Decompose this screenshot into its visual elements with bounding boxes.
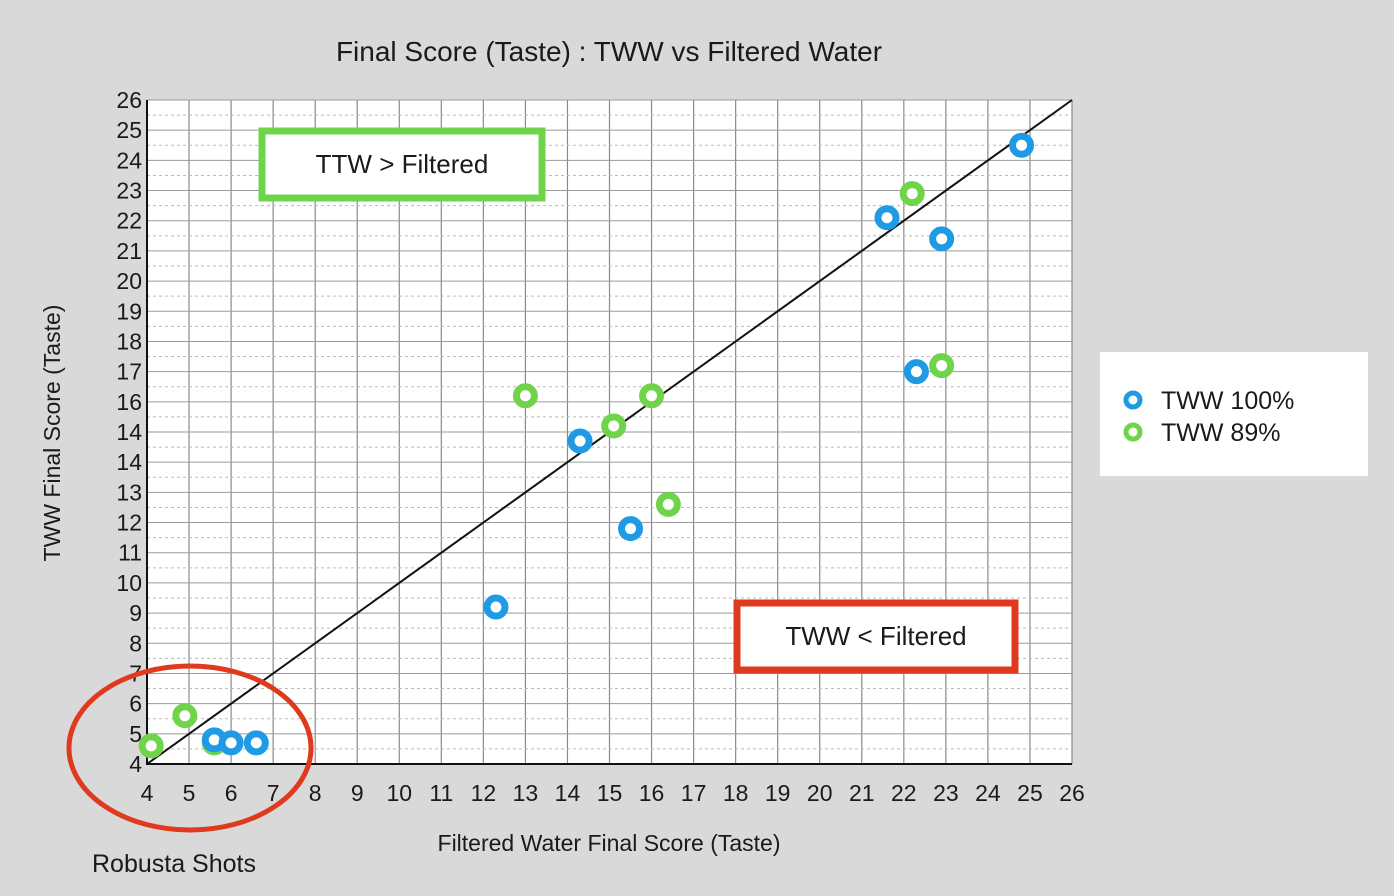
data-point-tww-100	[218, 730, 244, 756]
y-axis-label: TWW Final Score (Taste)	[39, 305, 65, 562]
x-tick-label: 6	[225, 780, 238, 806]
x-tick-label: 14	[555, 780, 581, 806]
annotation-text-robusta-shots: Robusta Shots	[92, 850, 256, 878]
data-point-tww-100	[243, 730, 269, 756]
data-point-tww-89	[138, 733, 164, 759]
y-tick-label: 10	[116, 570, 142, 596]
data-point-tww-89	[172, 703, 198, 729]
x-tick-label: 21	[849, 780, 875, 806]
y-tick-label: 18	[116, 328, 142, 354]
x-tick-label: 7	[267, 780, 280, 806]
data-point-tww-100	[483, 594, 509, 620]
annotation-box-ttw-greater	[258, 127, 546, 202]
y-tick-label: 4	[129, 751, 142, 777]
y-tick-label: 11	[118, 540, 142, 566]
data-point-tww-100	[903, 359, 929, 385]
legend-marker	[1123, 422, 1143, 442]
annotation-text-tww-less: TWW < Filtered	[785, 621, 966, 651]
y-tick-label: 16	[116, 389, 142, 415]
legend-label: TWW 100%	[1161, 387, 1294, 415]
chart-title: Final Score (Taste) : TWW vs Filtered Wa…	[336, 36, 882, 67]
data-point-tww-100	[1009, 132, 1035, 158]
data-point-tww-89	[929, 353, 955, 379]
y-tick-label: 23	[116, 178, 142, 204]
data-point-tww-89	[899, 181, 925, 207]
x-tick-label: 24	[975, 780, 1001, 806]
y-tick-label: 5	[129, 721, 142, 747]
x-tick-label: 5	[183, 780, 196, 806]
data-point-tww-100	[929, 226, 955, 252]
x-tick-label: 4	[141, 780, 154, 806]
annotations: TTW > Filtered TWW < Filtered Robusta Shot…	[66, 127, 1019, 878]
x-tick-label: 26	[1059, 780, 1085, 806]
y-tick-label: 13	[116, 479, 142, 505]
x-tick-label: 23	[933, 780, 959, 806]
data-point-tww-89	[601, 413, 627, 439]
y-tick-label: 17	[116, 359, 142, 385]
legend-label: TWW 89%	[1161, 419, 1280, 447]
y-tick-label: 19	[116, 298, 142, 324]
legend: TWW 100% TWW 89%	[1100, 352, 1368, 476]
x-tick-label: 20	[807, 780, 833, 806]
y-tick-label: 8	[129, 630, 142, 656]
data-point-tww-89	[512, 383, 538, 409]
y-tick-label: 21	[116, 238, 142, 264]
x-axis-label: Filtered Water Final Score (Taste)	[438, 830, 781, 856]
x-tick-label: 25	[1017, 780, 1043, 806]
x-tick-label: 15	[597, 780, 623, 806]
y-tick-label: 22	[116, 208, 142, 234]
y-tick-label: 6	[129, 691, 142, 717]
data-point-tww-100	[567, 428, 593, 454]
y-tick-label: 24	[116, 147, 142, 173]
x-tick-label: 9	[351, 780, 364, 806]
annotation-text-ttw-greater: TTW > Filtered	[316, 149, 489, 179]
x-tick-label: 18	[723, 780, 749, 806]
x-tick-label: 17	[681, 780, 707, 806]
x-tick-label: 19	[765, 780, 791, 806]
data-point-tww-100	[874, 205, 900, 231]
y-tick-label: 12	[116, 510, 142, 536]
legend-box	[1100, 352, 1368, 476]
annotation-box-tww-less	[733, 599, 1019, 674]
x-tick-label: 10	[386, 780, 412, 806]
x-tick-label: 16	[639, 780, 665, 806]
data-point-tww-100	[618, 516, 644, 542]
y-tick-label: 14	[116, 419, 142, 445]
x-tick-label: 11	[429, 780, 453, 806]
x-tick-label: 8	[309, 780, 322, 806]
data-point-tww-89	[639, 383, 665, 409]
y-tick-label: 20	[116, 268, 142, 294]
robusta-shots-circle	[66, 663, 314, 833]
x-tick-label: 22	[891, 780, 917, 806]
y-tick-label: 25	[116, 117, 142, 143]
y-tick-label: 26	[116, 87, 142, 113]
y-tick-label: 14	[116, 449, 142, 475]
x-tick-label: 13	[513, 780, 539, 806]
y-tick-label: 9	[129, 600, 142, 626]
data-point-tww-89	[655, 491, 681, 517]
x-tick-label: 12	[471, 780, 497, 806]
legend-marker	[1123, 390, 1143, 410]
